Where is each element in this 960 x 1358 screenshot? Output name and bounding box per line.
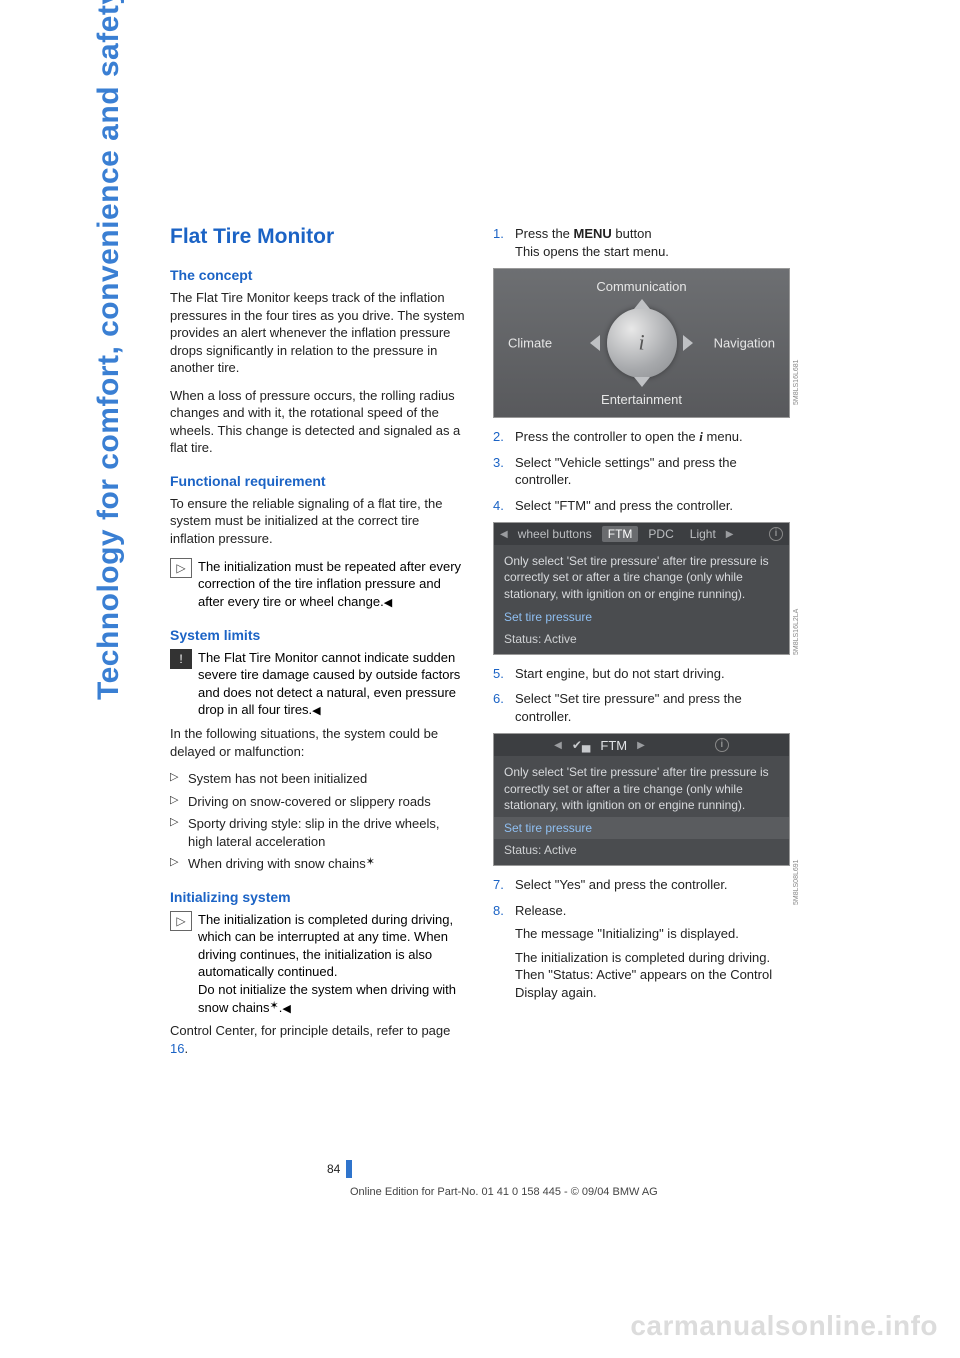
warning-icon: ! [170, 649, 192, 669]
menu-entertainment: Entertainment [494, 392, 789, 407]
figure-code: 5M8LS16L681 [793, 359, 800, 405]
funcreq-paragraph: To ensure the reliable signaling of a fl… [170, 495, 467, 548]
tab-pdc: PDC [642, 526, 679, 542]
chevron-left-icon: ◀ [554, 740, 562, 751]
tab-ftm: FTM [600, 738, 627, 753]
step-7: 7.Select "Yes" and press the controller. [493, 876, 790, 894]
arrow-right-icon [683, 335, 693, 351]
asterisk-icon: ✶ [270, 1000, 279, 1012]
end-marker-icon: ◀ [384, 596, 392, 611]
tab-bar: ◀ ✔▄ FTM ▶ i [494, 734, 789, 756]
chevron-right-icon: ▶ [637, 740, 645, 751]
check-icon: ✔▄ [572, 738, 591, 752]
left-column: Flat Tire Monitor The concept The Flat T… [170, 225, 467, 1067]
heading-main: Flat Tire Monitor [170, 225, 467, 249]
ftm-status: Status: Active [494, 839, 789, 865]
edition-line: Online Edition for Part-No. 01 41 0 158 … [350, 1186, 658, 1198]
section-title-vertical: Technology for comfort, convenience and … [92, 0, 126, 700]
right-column: 1. Press the MENU button This opens the … [493, 225, 790, 1067]
info-icon: i [769, 527, 783, 541]
list-item: System has not been initialized [170, 770, 467, 788]
steps-list: 1. Press the MENU button This opens the … [493, 225, 790, 260]
steps-list-cont2: 5.Start engine, but do not start driving… [493, 665, 790, 726]
info-icon: i [715, 738, 729, 752]
steps-list-cont: 2. Press the controller to open the i me… [493, 428, 790, 514]
step-2: 2. Press the controller to open the i me… [493, 428, 790, 446]
page-number-value: 84 [327, 1160, 346, 1178]
ftm-instruction-text: Only select 'Set tire pressure' after ti… [494, 756, 789, 817]
heading-functional-requirement: Functional requirement [170, 473, 467, 489]
menu-navigation: Navigation [714, 336, 775, 351]
ftm-status: Status: Active [494, 628, 789, 654]
concept-paragraph-1: The Flat Tire Monitor keeps track of the… [170, 289, 467, 377]
page-number-bar [346, 1160, 352, 1178]
menu-communication: Communication [494, 279, 789, 294]
step-3: 3.Select "Vehicle settings" and press th… [493, 454, 790, 489]
limits-list: System has not been initialized Driving … [170, 770, 467, 873]
warning-system-limits: ! The Flat Tire Monitor cannot indicate … [170, 649, 467, 719]
limits-intro: In the following situations, the system … [170, 725, 467, 760]
ftm-settings-screenshot-2: ◀ ✔▄ FTM ▶ i Only select 'Set tire press… [493, 733, 790, 866]
chevron-left-icon: ◀ [500, 529, 508, 540]
step-6: 6.Select "Set tire pressure" and press t… [493, 690, 790, 725]
ftm-instruction-text: Only select 'Set tire pressure' after ti… [494, 545, 789, 606]
controller-disc-icon [607, 308, 677, 378]
step-5: 5.Start engine, but do not start driving… [493, 665, 790, 683]
step-8: 8. Release. The message "Initializing" i… [493, 902, 790, 1002]
step-1: 1. Press the MENU button This opens the … [493, 225, 790, 260]
note-initialization: ▷ The initialization must be repeated af… [170, 558, 467, 611]
content-area: Flat Tire Monitor The concept The Flat T… [170, 225, 790, 1067]
page-link[interactable]: 16 [170, 1041, 184, 1056]
set-tire-pressure-option-selected: Set tire pressure [494, 817, 789, 839]
tab-wheel-buttons: wheel buttons [512, 526, 598, 542]
menu-climate: Climate [508, 336, 552, 351]
concept-paragraph-2: When a loss of pressure occurs, the roll… [170, 387, 467, 457]
heading-initializing: Initializing system [170, 889, 467, 905]
tab-bar: ◀ wheel buttons FTM PDC Light ▶ i [494, 523, 789, 545]
note-initializing: ▷ The initialization is completed during… [170, 911, 467, 1017]
step-4: 4.Select "FTM" and press the controller. [493, 497, 790, 515]
note-initialization-text: The initialization must be repeated afte… [198, 559, 461, 609]
tab-light: Light [684, 526, 722, 542]
list-item: Driving on snow-covered or slippery road… [170, 793, 467, 811]
figure-code: 5M8LS16L2LA [793, 609, 800, 655]
steps-list-cont3: 7.Select "Yes" and press the controller.… [493, 876, 790, 1001]
list-item: When driving with snow chains✶ [170, 855, 467, 873]
warning-system-limits-text: The Flat Tire Monitor cannot indicate su… [198, 650, 460, 718]
asterisk-icon: ✶ [366, 856, 375, 868]
menu-button-label: MENU [574, 226, 612, 241]
idrive-menu-screenshot: Communication Entertainment Climate Navi… [493, 268, 790, 418]
arrow-up-icon [634, 299, 650, 309]
control-center-ref: Control Center, for principle details, r… [170, 1022, 467, 1057]
page-number: 84 [327, 1160, 352, 1178]
note-initializing-text: The initialization is completed during d… [198, 912, 456, 1015]
list-item: Sporty driving style: slip in the drive … [170, 815, 467, 850]
end-marker-icon: ◀ [312, 704, 320, 719]
heading-system-limits: System limits [170, 627, 467, 643]
set-tire-pressure-option: Set tire pressure [494, 606, 789, 628]
end-marker-icon: ◀ [282, 1002, 290, 1017]
ftm-settings-screenshot-1: ◀ wheel buttons FTM PDC Light ▶ i Only s… [493, 522, 790, 655]
tab-ftm: FTM [602, 526, 639, 542]
arrow-left-icon [590, 335, 600, 351]
arrow-down-icon [634, 377, 650, 387]
note-icon: ▷ [170, 911, 192, 931]
figure-code: 5M8LS08L691 [793, 859, 800, 905]
chevron-right-icon: ▶ [726, 529, 734, 540]
note-icon: ▷ [170, 558, 192, 578]
watermark: carmanualsonline.info [630, 1310, 938, 1342]
heading-concept: The concept [170, 267, 467, 283]
